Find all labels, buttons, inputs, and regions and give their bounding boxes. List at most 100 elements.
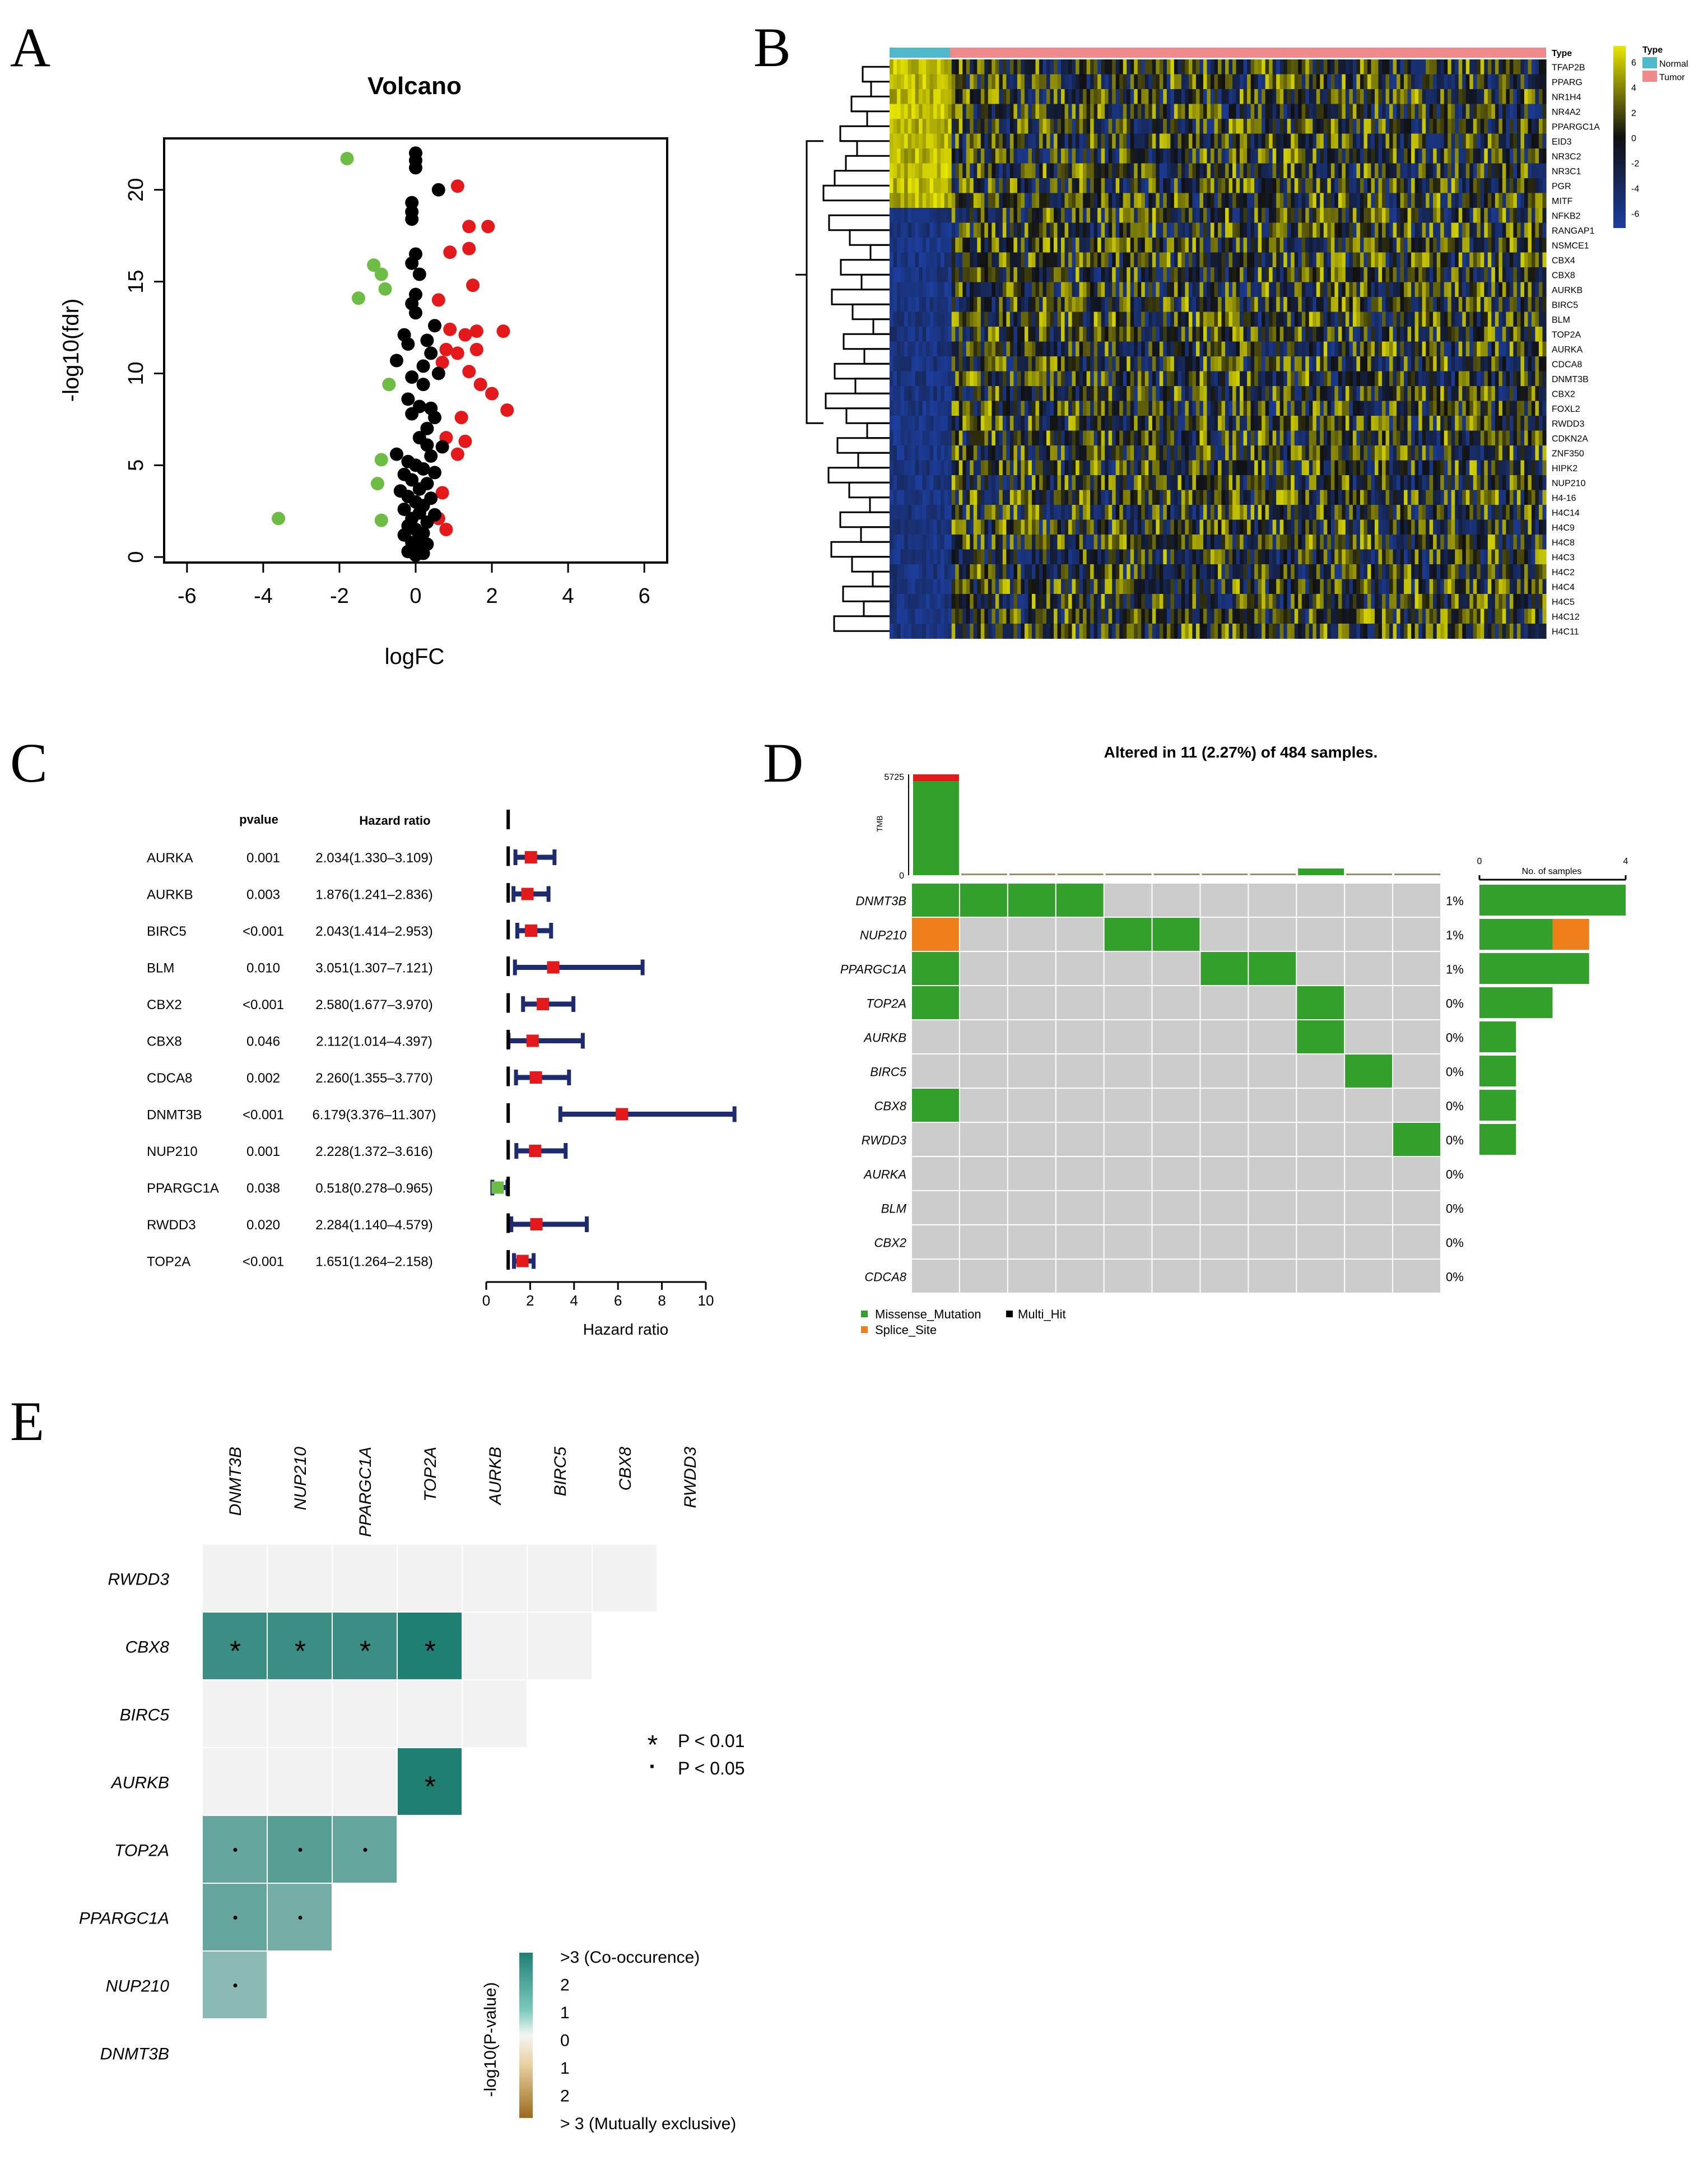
heatmap-cell: [897, 416, 901, 431]
heatmap-cell: [1433, 148, 1437, 164]
heatmap-cell: [1006, 104, 1011, 119]
volcano-x-tick-label: -4: [254, 584, 273, 608]
heatmap-cell: [1287, 208, 1291, 224]
heatmap-cell: [962, 386, 967, 402]
heatmap-cell: [1469, 148, 1474, 164]
heatmap-cell: [1243, 356, 1248, 372]
heatmap-cell: [1148, 104, 1153, 119]
heatmap-cell: [915, 371, 919, 387]
heatmap-cell: [1225, 312, 1230, 327]
heatmap-cell: [1017, 386, 1021, 402]
heatmap-cell: [1440, 89, 1445, 105]
heatmap-cell: [1294, 282, 1299, 298]
heatmap-cell: [999, 401, 1003, 416]
heatmap-cell: [999, 416, 1003, 431]
heatmap-cell: [992, 267, 996, 283]
heatmap-cell: [1221, 252, 1226, 268]
heatmap-cell: [1083, 401, 1087, 416]
heatmap-cell: [1006, 193, 1011, 208]
heatmap-cell: [911, 178, 916, 194]
heatmap-cell: [1195, 445, 1200, 461]
heatmap-cell: [907, 178, 912, 194]
heatmap-cell: [1188, 327, 1193, 342]
heatmap-cell: [1538, 59, 1543, 75]
heatmap-cell: [1498, 430, 1503, 446]
heatmap-cell: [907, 252, 912, 268]
heatmap-cell: [1444, 267, 1448, 283]
heatmap-cell: [995, 371, 999, 387]
heatmap-cell: [1144, 356, 1149, 372]
heatmap-cell: [1327, 327, 1332, 342]
heatmap-cell: [1407, 163, 1412, 179]
heatmap-cell: [984, 59, 989, 75]
heatmap-cell: [955, 222, 960, 238]
heatmap-cell: [1531, 282, 1536, 298]
heatmap-cell: [1127, 89, 1131, 105]
heatmap-cell: [1228, 74, 1233, 90]
heatmap-cell: [1462, 356, 1467, 372]
heatmap-cell: [1345, 401, 1349, 416]
heatmap-cell: [1360, 222, 1365, 238]
heatmap-cell: [1426, 89, 1430, 105]
heatmap-cell: [1495, 104, 1499, 119]
heatmap-cell: [1516, 401, 1521, 416]
heatmap-cell: [955, 401, 960, 416]
heatmap-cell: [1382, 252, 1386, 268]
heatmap-cell: [1378, 267, 1383, 283]
heatmap-cell: [992, 163, 996, 179]
volcano-point-up: [450, 447, 464, 461]
heatmap-cell: [1214, 59, 1218, 75]
heatmap-cell: [980, 341, 985, 357]
heatmap-cell: [929, 371, 934, 387]
heatmap-cell: [1330, 178, 1335, 194]
heatmap-cell: [897, 445, 901, 461]
heatmap-cell: [1199, 178, 1204, 194]
heatmap-cell: [977, 445, 981, 461]
heatmap-cell: [1119, 341, 1124, 357]
heatmap-cell: [1218, 148, 1222, 164]
heatmap-cell: [941, 401, 945, 416]
heatmap-cell: [1115, 148, 1120, 164]
heatmap-cell: [1218, 430, 1222, 446]
heatmap-cell: [1141, 252, 1146, 268]
heatmap-cell: [1313, 430, 1317, 446]
heatmap-cell: [1061, 430, 1065, 446]
heatmap-cell: [1166, 89, 1171, 105]
heatmap-cell: [1046, 163, 1051, 179]
heatmap-cell: [1473, 238, 1477, 253]
heatmap-cell: [1495, 356, 1499, 372]
heatmap-cell: [1254, 59, 1259, 75]
heatmap-cell: [1272, 445, 1277, 461]
heatmap-cell: [1002, 148, 1007, 164]
heatmap-cell: [1345, 356, 1349, 372]
heatmap-cell: [1166, 267, 1171, 283]
heatmap-cell: [1411, 119, 1416, 134]
heatmap-cell: [1178, 163, 1182, 179]
heatmap-cell: [1068, 208, 1073, 224]
heatmap-cell: [1093, 74, 1098, 90]
heatmap-cell: [1477, 267, 1481, 283]
heatmap-cell: [1330, 74, 1335, 90]
heatmap-cell: [1108, 416, 1113, 431]
heatmap-cell: [995, 297, 999, 313]
heatmap-cell: [1338, 341, 1342, 357]
heatmap-cell: [1334, 327, 1339, 342]
heatmap-cell: [995, 178, 999, 194]
heatmap-cell: [1035, 208, 1040, 224]
heatmap-cell: [1301, 312, 1306, 327]
heatmap-cell: [1225, 341, 1230, 357]
heatmap-cell: [1487, 356, 1492, 372]
heatmap-cell: [1093, 386, 1098, 402]
heatmap-cell: [1469, 312, 1474, 327]
heatmap-cell: [1097, 386, 1102, 402]
heatmap-cell: [1127, 208, 1131, 224]
heatmap-cell: [1313, 133, 1317, 149]
heatmap-cell: [1487, 89, 1492, 105]
volcano-point-up: [481, 220, 495, 234]
heatmap-cell: [1538, 238, 1543, 253]
heatmap-cell: [1313, 193, 1317, 208]
heatmap-cell: [1013, 133, 1018, 149]
heatmap-cell: [1440, 416, 1445, 431]
heatmap-cell: [1455, 327, 1459, 342]
heatmap-cell: [933, 163, 938, 179]
